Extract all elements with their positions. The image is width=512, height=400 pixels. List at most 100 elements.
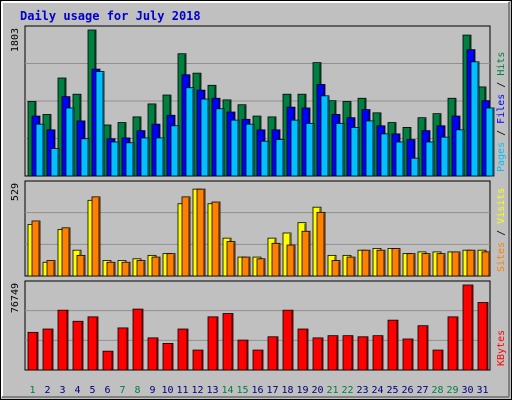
chart-title: Daily usage for July 2018 [20, 9, 201, 23]
bar-shade [473, 251, 475, 276]
bar-pages-day-29 [455, 129, 465, 177]
bar-shade [66, 311, 68, 370]
bar-shade [428, 254, 430, 276]
day-label: 26 [401, 385, 413, 396]
legend-entry: KBytes [496, 330, 507, 366]
bar-shade [458, 252, 460, 276]
bar-shade [102, 72, 104, 176]
legend-separator: / [496, 224, 507, 242]
day-label: 1 [29, 385, 35, 396]
day-axis-labels: 1 2 3 4 5 6 7 8 9 10 11 12 13 14 15 16 17 18 19 20 21 22 23 24 2… [29, 385, 488, 396]
bar-pages-day-23 [365, 120, 375, 177]
bar-shade [81, 322, 83, 370]
day-label: 20 [311, 385, 323, 396]
bar-sites-day-22 [346, 256, 356, 277]
day-label: 21 [326, 385, 338, 396]
legend-entry: Visits [496, 188, 507, 224]
bar-pages-day-15 [245, 123, 255, 177]
bar-shade [246, 341, 248, 370]
day-label: 8 [134, 385, 140, 396]
bar-shade [203, 190, 205, 276]
bar-shade [312, 124, 314, 176]
bar-shade [42, 125, 44, 176]
bar-shade [387, 134, 389, 176]
bar-shade [87, 139, 89, 176]
bar-shade [351, 336, 353, 370]
bar-kbytes-day-12 [192, 349, 204, 371]
bar-shade [291, 311, 293, 370]
bar-shade [53, 261, 55, 276]
bar-sites-day-26 [406, 253, 416, 277]
bar-shade [342, 124, 344, 176]
day-label: 5 [89, 385, 95, 396]
bar-shade [366, 337, 368, 370]
bar-shade [263, 259, 265, 276]
bar-pages-day-25 [395, 141, 405, 177]
bar-sites-day-27 [421, 253, 431, 277]
bar-sites-day-11 [181, 196, 191, 277]
bar-pages-day-26 [410, 157, 420, 177]
day-label: 7 [119, 385, 125, 396]
day-label: 16 [251, 385, 263, 396]
day-label: 15 [236, 385, 248, 396]
bar-shade [321, 338, 323, 370]
series-pages [35, 61, 495, 177]
bar-kbytes-day-10 [162, 343, 174, 371]
bar-pages-day-6 [110, 141, 120, 177]
day-label: 25 [386, 385, 398, 396]
bar-kbytes-day-8 [132, 308, 144, 371]
bar-sites-day-14 [226, 241, 236, 277]
bar-sites-day-8 [136, 260, 146, 277]
bar-shade [471, 286, 473, 370]
bar-kbytes-day-4 [72, 320, 84, 371]
bar-pages-day-1 [35, 123, 45, 177]
bar-kbytes-day-15 [237, 339, 249, 371]
bar-shade [216, 317, 218, 370]
bar-shade [293, 246, 295, 276]
day-label: 11 [176, 385, 188, 396]
bar-shade [156, 338, 158, 370]
y-max-label: 76749 [10, 283, 21, 313]
bar-kbytes-day-21 [327, 335, 339, 371]
bar-kbytes-day-11 [177, 328, 189, 371]
bar-shade [432, 142, 434, 176]
bar-kbytes-day-28 [432, 349, 444, 371]
bar-sites-day-1 [31, 220, 41, 277]
bar-pages-day-7 [125, 142, 135, 177]
bar-shade [201, 351, 203, 370]
bar-kbytes-day-19 [297, 328, 309, 371]
day-label: 2 [44, 385, 50, 396]
bar-shade [417, 159, 419, 176]
visits-sites-legend: Sites / Visits [496, 188, 507, 272]
bar-pages-day-12 [200, 98, 210, 177]
bar-sites-day-12 [196, 188, 206, 277]
day-label: 4 [74, 385, 80, 396]
bar-sites-day-3 [61, 227, 71, 277]
legend-separator: / [496, 124, 507, 142]
bar-shade [111, 352, 113, 370]
chart-panels: 1803 Pages / Files / Hits 529 Sites / Visit… [10, 25, 507, 371]
bar-pages-day-27 [425, 141, 435, 177]
day-label: 22 [341, 385, 353, 396]
bar-shade [222, 109, 224, 176]
bar-pages-day-24 [380, 133, 390, 177]
bar-kbytes-day-2 [42, 328, 54, 371]
bar-shade [372, 121, 374, 176]
bar-shade [177, 126, 179, 176]
bar-kbytes-day-1 [27, 331, 39, 371]
bar-pages-day-21 [335, 122, 345, 177]
bar-shade [126, 328, 128, 370]
bar-sites-day-16 [256, 258, 266, 277]
bar-shade [171, 344, 173, 370]
bar-sites-day-21 [331, 260, 341, 277]
bar-shade [282, 140, 284, 176]
day-label: 30 [461, 385, 473, 396]
bar-kbytes-day-25 [387, 319, 399, 371]
bar-shade [231, 314, 233, 370]
bar-shade [396, 321, 398, 370]
bar-shade [143, 261, 145, 276]
bar-shade [188, 197, 190, 276]
bar-kbytes-day-30 [462, 284, 474, 371]
bar-shade [147, 138, 149, 176]
